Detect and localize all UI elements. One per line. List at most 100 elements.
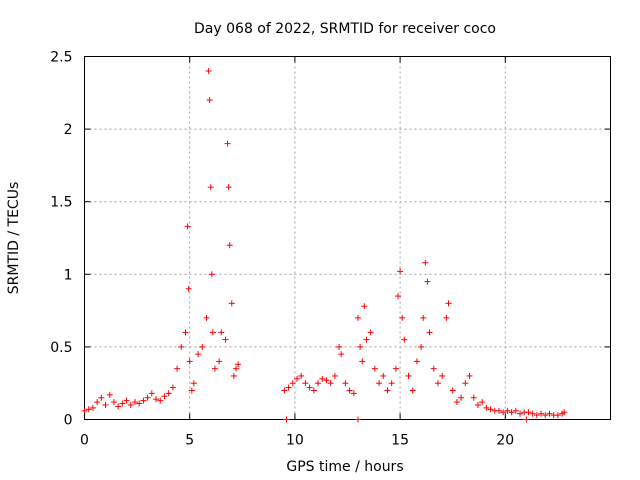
data-point	[208, 271, 215, 278]
data-points	[81, 68, 568, 423]
data-point	[397, 268, 404, 275]
data-point	[561, 409, 568, 416]
data-point	[512, 407, 519, 414]
data-point	[157, 397, 164, 404]
data-point	[434, 380, 441, 387]
data-point	[165, 390, 172, 397]
data-point	[230, 372, 237, 379]
data-point	[422, 259, 429, 266]
data-point	[495, 407, 502, 414]
data-point	[525, 409, 532, 416]
data-point	[199, 343, 206, 350]
data-point	[470, 394, 477, 401]
data-point	[523, 416, 530, 423]
data-point	[424, 278, 431, 285]
data-point	[533, 412, 540, 419]
data-point	[443, 314, 450, 321]
data-point	[144, 394, 151, 401]
data-point	[323, 377, 330, 384]
data-point	[376, 380, 383, 387]
data-point	[346, 387, 353, 394]
data-point	[174, 365, 181, 372]
data-point	[106, 391, 113, 398]
data-point	[302, 380, 309, 387]
ticks: 0 0.5 1 1.5 2 2.5 0 5 10 15 20	[50, 50, 611, 449]
data-point	[479, 399, 486, 406]
data-point	[394, 293, 401, 300]
grid	[84, 56, 611, 420]
data-point	[392, 365, 399, 372]
data-point	[298, 372, 305, 379]
data-point	[355, 416, 362, 423]
data-point	[190, 380, 197, 387]
data-point	[336, 343, 343, 350]
data-point	[458, 394, 465, 401]
data-point	[186, 358, 193, 365]
y-tick-label: 0	[64, 413, 73, 429]
data-point	[184, 223, 191, 230]
data-point	[474, 401, 481, 408]
data-point	[148, 390, 155, 397]
data-point	[401, 336, 408, 343]
data-point	[283, 416, 290, 423]
data-point	[380, 372, 387, 379]
data-point	[331, 372, 338, 379]
x-axis-label: GPS time / hours	[286, 459, 403, 475]
data-point	[285, 384, 292, 391]
data-point	[136, 400, 143, 407]
data-point	[487, 406, 494, 413]
data-point	[327, 380, 334, 387]
data-point	[161, 393, 168, 400]
x-tick-label: 10	[286, 433, 304, 449]
data-point	[426, 329, 433, 336]
data-point	[466, 372, 473, 379]
data-point	[169, 384, 176, 391]
data-point	[462, 380, 469, 387]
data-point	[85, 406, 92, 413]
x-tick-label: 5	[185, 433, 194, 449]
data-point	[420, 314, 427, 321]
data-point	[355, 314, 362, 321]
data-point	[504, 407, 511, 414]
data-point	[182, 329, 189, 336]
data-point	[508, 409, 515, 416]
data-point	[439, 372, 446, 379]
data-point	[110, 399, 117, 406]
data-point	[102, 401, 109, 408]
data-point	[542, 412, 549, 419]
data-point	[445, 300, 452, 307]
data-point	[405, 372, 412, 379]
data-point	[185, 285, 192, 292]
data-point	[206, 97, 213, 104]
data-point	[140, 397, 147, 404]
y-axis-label: SRMTID / TECUs	[6, 182, 22, 295]
data-point	[554, 412, 561, 419]
data-point	[224, 140, 231, 147]
data-point	[81, 407, 88, 414]
data-point	[131, 399, 138, 406]
data-point	[361, 303, 368, 310]
y-tick-label: 1	[64, 267, 73, 283]
data-point	[310, 387, 317, 394]
data-point	[546, 410, 553, 417]
data-point	[399, 314, 406, 321]
y-tick-label: 0.5	[50, 340, 72, 356]
data-point	[225, 184, 232, 191]
data-point	[538, 410, 545, 417]
data-point	[209, 329, 216, 336]
data-point	[409, 387, 416, 394]
data-point	[453, 399, 460, 406]
data-point	[153, 396, 160, 403]
data-point	[232, 365, 239, 372]
data-point	[289, 380, 296, 387]
data-point	[98, 394, 105, 401]
data-point	[338, 351, 345, 358]
data-point	[207, 184, 214, 191]
data-point	[216, 358, 223, 365]
data-point	[529, 410, 536, 417]
data-point	[222, 336, 229, 343]
data-point	[500, 409, 507, 416]
chart-title: Day 068 of 2022, SRMTID for receiver coc…	[194, 21, 496, 37]
y-tick-label: 2.5	[50, 50, 72, 66]
